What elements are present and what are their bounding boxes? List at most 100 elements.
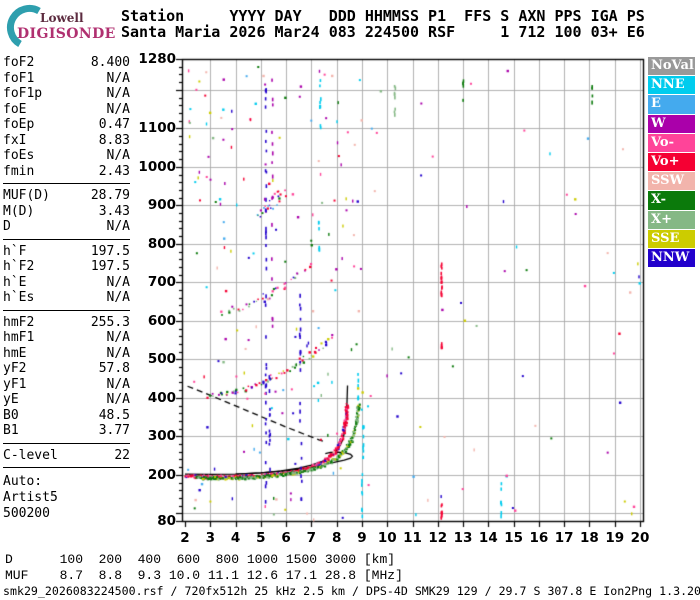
muf-row: MUF 8.7 8.8 9.3 10.0 11.1 12.6 17.1 28.8… — [5, 568, 403, 583]
parameter-row: MUF(D) 28.79 — [3, 188, 130, 204]
y-tick-label: 1000 — [138, 158, 176, 175]
parameter-row: foEp 0.47 — [3, 117, 130, 133]
doppler-direction-legend: NoVal NNE E W Vo- Vo+ SSW X- X+ SSE NNW — [648, 57, 695, 268]
parameter-label: fmin — [3, 163, 35, 179]
y-tick-label: 600 — [147, 312, 176, 329]
auto-info-line: Artist5 — [3, 490, 58, 505]
parameter-label: C-level — [3, 447, 58, 463]
y-tick-label: 500 — [147, 351, 176, 368]
x-tick-label: 19 — [605, 530, 625, 546]
x-tick-label: 12 — [428, 530, 448, 546]
parameter-value: 22 — [114, 447, 130, 463]
parameter-row: h`Es N/A — [3, 290, 130, 306]
y-tick-label: 900 — [147, 197, 176, 214]
parameter-value: N/A — [106, 274, 130, 290]
parameter-row: B1 3.77 — [3, 423, 130, 439]
legend-item-vo: Vo- — [648, 133, 695, 152]
parameter-row: h`F2 197.5 — [3, 259, 130, 275]
x-tick-label: 13 — [453, 530, 473, 546]
y-tick-label: 200 — [147, 466, 176, 483]
parameter-group: MUF(D) 28.79 M(D) 3.43 D N/A — [3, 183, 130, 235]
parameter-panel: foF2 8.400 foF1 N/A foF1p N/A foE N/A foEp 0.47 fx… — [3, 55, 130, 522]
parameter-label: h`Es — [3, 290, 35, 305]
parameter-row: M(D) 3.43 — [3, 204, 130, 220]
parameter-row: yE N/A — [3, 392, 130, 408]
x-tick-label: 5 — [256, 530, 266, 546]
parameter-label: foF1 — [3, 70, 35, 86]
parameter-row: h`E N/A — [3, 275, 130, 291]
parameter-row: fxI 8.83 — [3, 133, 130, 149]
y-tick-label: 300 — [147, 428, 176, 445]
parameter-value: 0.47 — [98, 117, 130, 132]
x-tick-label: 6 — [281, 530, 291, 546]
parameter-label: D — [3, 219, 11, 234]
parameter-value: N/A — [106, 392, 130, 407]
legend-item-x: X- — [648, 191, 695, 210]
parameter-row: yF1 N/A — [3, 377, 130, 393]
parameter-label: B0 — [3, 407, 19, 423]
parameter-value: N/A — [106, 345, 130, 361]
station-header: Station YYYY DAY DDD HHMMSS P1 FFS S AXN… — [121, 8, 645, 40]
x-tick-label: 16 — [529, 530, 549, 546]
legend-item-noval: NoVal — [648, 57, 695, 76]
auto-info-line: 500200 — [3, 506, 50, 521]
parameter-value: 255.3 — [90, 314, 130, 330]
x-tick-label: 4 — [230, 530, 241, 546]
y-tick-label: 800 — [147, 235, 176, 252]
parameter-value: N/A — [106, 330, 130, 345]
autoscaling-info: Auto: Artist5 500200 — [3, 474, 130, 522]
ionogram-canvas — [162, 50, 648, 532]
logo-arc-icon — [6, 4, 41, 48]
parameter-value: N/A — [106, 290, 130, 305]
legend-item-nne: NNE — [648, 76, 695, 95]
parameter-value: N/A — [106, 101, 130, 117]
parameter-value: 48.5 — [98, 407, 130, 423]
parameter-row: h`F 197.5 — [3, 244, 130, 260]
parameter-label: yF1 — [3, 376, 27, 392]
parameter-row: foEs N/A — [3, 148, 130, 164]
parameter-value: 197.5 — [90, 243, 130, 259]
parameter-label: foF2 — [3, 55, 35, 70]
parameter-row: foE N/A — [3, 102, 130, 118]
y-tick-label: 1280 — [138, 51, 176, 67]
distance-row: D 100 200 400 600 800 1000 1500 3000 [km… — [5, 552, 396, 567]
header-column-names: Station YYYY DAY DDD HHMMSS P1 FFS S AXN… — [121, 7, 645, 25]
parameter-label: h`E — [3, 274, 27, 290]
parameter-row: D N/A — [3, 219, 130, 235]
parameter-label: fxI — [3, 132, 27, 148]
parameter-label: foE — [3, 101, 27, 117]
parameter-row: C-level 22 — [3, 448, 130, 464]
parameter-row: B0 48.5 — [3, 408, 130, 424]
y-tick-label: 700 — [147, 274, 176, 291]
legend-item-sse: SSE — [648, 229, 695, 248]
y-tick-label: 400 — [147, 389, 176, 406]
parameter-value: 28.79 — [90, 188, 130, 203]
y-tick-label: 80 — [157, 513, 176, 529]
logo-brand-bottom: DIGISONDE — [17, 26, 116, 42]
header-station-values: Santa Maria 2026 Mar24 083 224500 RSF 1 … — [121, 23, 645, 41]
x-tick-label: 8 — [331, 530, 342, 546]
parameter-group: foF2 8.400 foF1 N/A foF1p N/A foE N/A foEp 0.47 fx… — [3, 55, 130, 179]
parameter-row: foF1p N/A — [3, 86, 130, 102]
x-tick-label: 7 — [306, 530, 317, 546]
legend-item-ssw: SSW — [648, 172, 695, 191]
auto-info-line: Auto: — [3, 474, 43, 489]
status-line: smk29_2026083224500.rsf / 720fx512h 25 k… — [3, 584, 700, 598]
parameter-value: N/A — [106, 376, 130, 392]
parameter-row: yF2 57.8 — [3, 361, 130, 377]
parameter-row: foF1 N/A — [3, 71, 130, 87]
parameter-label: foF1p — [3, 86, 43, 101]
parameter-value: 197.5 — [90, 259, 130, 274]
parameter-row: hmF2 255.3 — [3, 315, 130, 331]
parameter-row: foF2 8.400 — [3, 55, 130, 71]
x-tick-label: 10 — [377, 530, 397, 546]
parameter-value: N/A — [106, 86, 130, 101]
parameter-value: N/A — [106, 148, 130, 163]
parameter-label: yF2 — [3, 361, 27, 376]
parameter-row: hmE N/A — [3, 346, 130, 362]
parameter-group: h`F 197.5 h`F2 197.5 h`E N/A h`Es N/A — [3, 238, 130, 306]
x-tick-label: 14 — [478, 530, 498, 546]
parameter-label: hmE — [3, 345, 27, 361]
parameter-value: 3.77 — [98, 423, 130, 438]
